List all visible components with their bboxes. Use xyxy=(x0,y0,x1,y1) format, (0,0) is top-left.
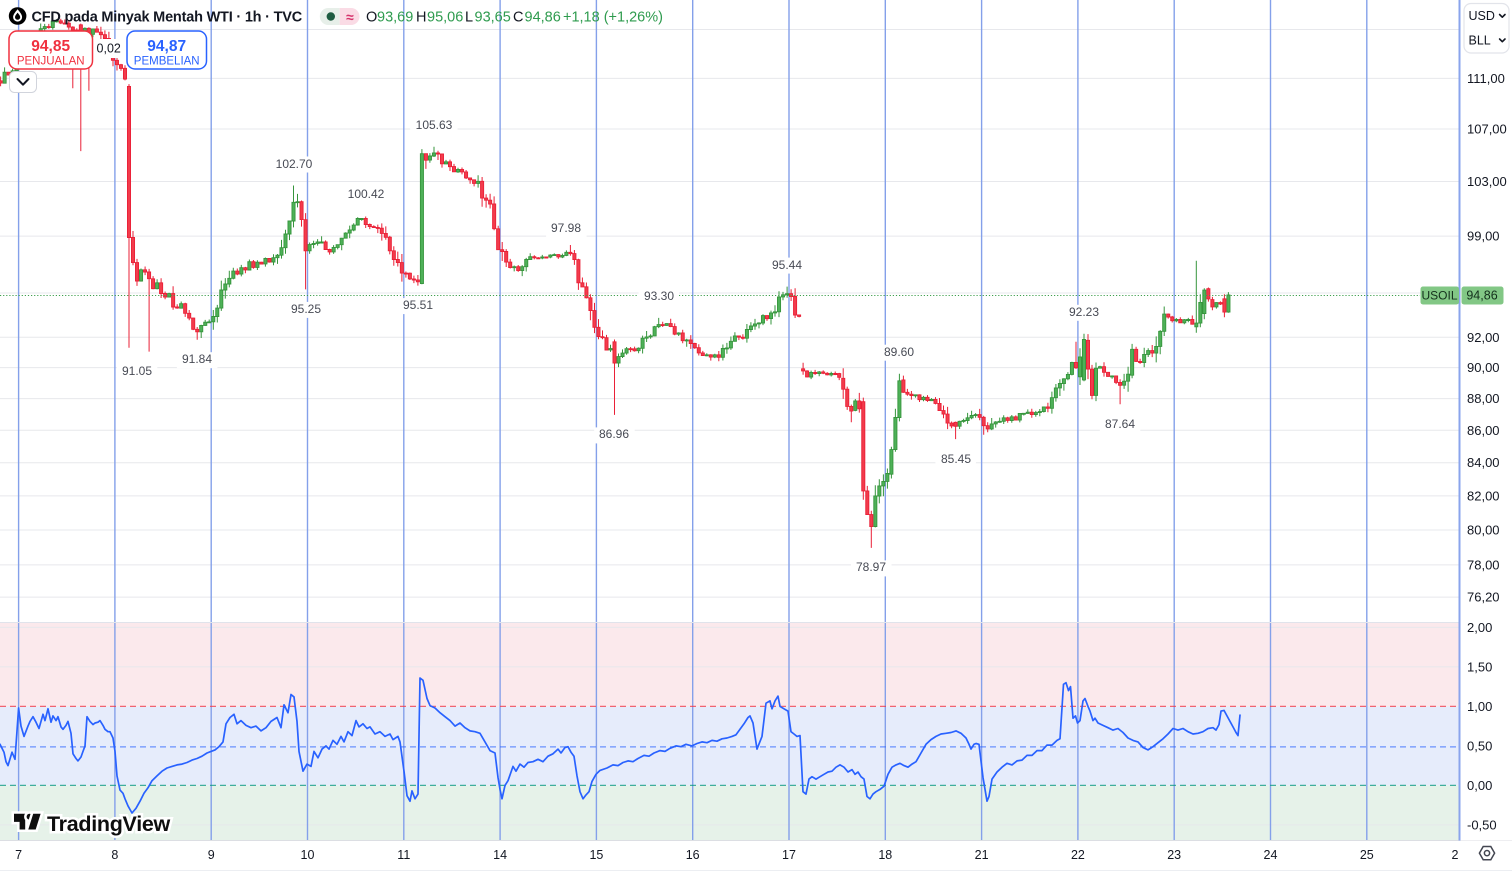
svg-text:CFD pada Minyak Mentah WTI · 1: CFD pada Minyak Mentah WTI · 1h · TVC xyxy=(32,10,303,26)
svg-text:94,86: 94,86 xyxy=(525,10,561,26)
svg-text:95.51: 95.51 xyxy=(403,298,433,312)
svg-text:25: 25 xyxy=(1360,848,1374,862)
svg-text:PENJUALAN: PENJUALAN xyxy=(17,56,85,68)
svg-text:2,00: 2,00 xyxy=(1467,620,1492,635)
svg-text:94,85: 94,85 xyxy=(31,38,70,55)
svg-text:88,00: 88,00 xyxy=(1467,391,1500,406)
svg-text:111,00: 111,00 xyxy=(1467,71,1505,86)
svg-text:9: 9 xyxy=(208,848,215,862)
svg-text:TradingView: TradingView xyxy=(47,812,171,836)
svg-text:93,69: 93,69 xyxy=(377,10,413,26)
svg-text:2: 2 xyxy=(1452,848,1459,862)
svg-text:C: C xyxy=(513,10,523,26)
svg-text:18: 18 xyxy=(878,848,892,862)
svg-text:7: 7 xyxy=(15,848,22,862)
svg-text:USOIL: USOIL xyxy=(1421,289,1457,303)
svg-text:PEMBELIAN: PEMBELIAN xyxy=(134,56,200,68)
svg-text:91.05: 91.05 xyxy=(122,364,152,378)
svg-text:0,02: 0,02 xyxy=(97,42,121,56)
svg-text:89.60: 89.60 xyxy=(884,345,914,359)
svg-text:91.84: 91.84 xyxy=(182,352,212,366)
svg-text:90,00: 90,00 xyxy=(1467,360,1500,375)
svg-text:16: 16 xyxy=(686,848,700,862)
svg-text:100.42: 100.42 xyxy=(348,187,385,201)
svg-text:76,20: 76,20 xyxy=(1467,590,1500,605)
svg-text:80,00: 80,00 xyxy=(1467,523,1500,538)
svg-text:78.97: 78.97 xyxy=(856,560,886,574)
svg-text:86,00: 86,00 xyxy=(1467,423,1500,438)
svg-text:94,87: 94,87 xyxy=(147,38,186,55)
svg-text:93,65: 93,65 xyxy=(475,10,511,26)
svg-text:BLL: BLL xyxy=(1469,34,1491,48)
svg-text:L: L xyxy=(465,10,473,26)
svg-text:97.98: 97.98 xyxy=(551,221,581,235)
svg-text:10: 10 xyxy=(301,848,315,862)
svg-text:99,00: 99,00 xyxy=(1467,229,1500,244)
svg-text:11: 11 xyxy=(397,848,410,862)
svg-text:23: 23 xyxy=(1167,848,1181,862)
svg-text:21: 21 xyxy=(975,848,989,862)
svg-text:95,06: 95,06 xyxy=(427,10,463,26)
svg-text:86.96: 86.96 xyxy=(599,427,629,441)
svg-text:94,86: 94,86 xyxy=(1466,289,1497,303)
svg-text:93.30: 93.30 xyxy=(644,289,674,303)
svg-text:102.70: 102.70 xyxy=(276,157,313,171)
svg-text:+1,18 (+1,26%): +1,18 (+1,26%) xyxy=(563,10,663,26)
svg-text:92,00: 92,00 xyxy=(1467,330,1500,345)
svg-text:8: 8 xyxy=(111,848,118,862)
svg-text:87.64: 87.64 xyxy=(1105,417,1135,431)
svg-text:82,00: 82,00 xyxy=(1467,488,1500,503)
svg-text:95.44: 95.44 xyxy=(772,258,802,272)
svg-text:0,00: 0,00 xyxy=(1467,778,1492,793)
svg-text:O: O xyxy=(366,10,377,26)
svg-text:78,00: 78,00 xyxy=(1467,557,1500,572)
svg-text:95.25: 95.25 xyxy=(291,302,321,316)
svg-text:1,00: 1,00 xyxy=(1467,699,1492,714)
svg-text:1,50: 1,50 xyxy=(1467,659,1492,674)
svg-text:84,00: 84,00 xyxy=(1467,455,1500,470)
svg-text:107,00: 107,00 xyxy=(1467,122,1507,137)
svg-text:USD: USD xyxy=(1469,9,1495,23)
svg-text:105.63: 105.63 xyxy=(416,118,453,132)
svg-text:H: H xyxy=(416,10,426,26)
svg-text:17: 17 xyxy=(782,848,796,862)
svg-text:92.23: 92.23 xyxy=(1069,305,1099,319)
svg-text:0,50: 0,50 xyxy=(1467,738,1492,753)
svg-text:15: 15 xyxy=(589,848,603,862)
svg-text:85.45: 85.45 xyxy=(941,452,971,466)
svg-text:22: 22 xyxy=(1071,848,1085,862)
svg-text:14: 14 xyxy=(493,848,507,862)
svg-text:103,00: 103,00 xyxy=(1467,174,1507,189)
svg-text:24: 24 xyxy=(1264,848,1278,862)
svg-text:≈: ≈ xyxy=(346,9,354,25)
svg-text:-0,50: -0,50 xyxy=(1467,817,1497,832)
